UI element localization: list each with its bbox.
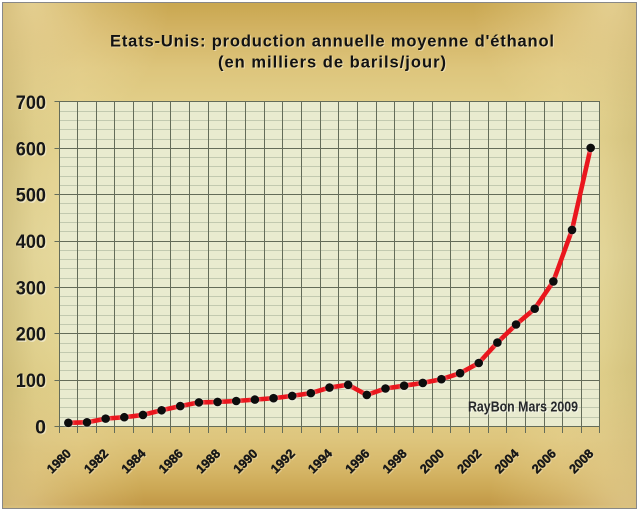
svg-text:200: 200: [17, 325, 47, 347]
svg-text:400: 400: [17, 232, 47, 254]
svg-text:200: 200: [16, 324, 46, 346]
svg-text:0: 0: [36, 418, 47, 440]
svg-text:RayBon Mars 2009: RayBon Mars 2009: [468, 398, 578, 415]
svg-text:700: 700: [17, 93, 47, 115]
svg-text:500: 500: [17, 186, 47, 208]
svg-text:RayBon Mars 2009: RayBon Mars 2009: [469, 400, 579, 417]
svg-text:600: 600: [17, 139, 47, 161]
svg-text:300: 300: [17, 279, 47, 301]
svg-text:Etats-Unis: production annuell: Etats-Unis: production annuelle moyenne …: [110, 32, 554, 50]
svg-text:400: 400: [16, 231, 46, 253]
svg-text:(en milliers de barils/jour): (en milliers de barils/jour): [219, 54, 447, 72]
svg-text:600: 600: [16, 138, 46, 160]
svg-text:Etats-Unis: production annuell: Etats-Unis: production annuelle moyenne …: [111, 33, 555, 51]
svg-text:(en milliers de barils/jour): (en milliers de barils/jour): [218, 53, 446, 71]
svg-text:100: 100: [16, 370, 46, 392]
svg-text:0: 0: [35, 416, 46, 438]
svg-text:700: 700: [16, 92, 46, 114]
svg-text:500: 500: [16, 185, 46, 207]
svg-text:300: 300: [16, 277, 46, 299]
svg-text:100: 100: [17, 371, 47, 393]
